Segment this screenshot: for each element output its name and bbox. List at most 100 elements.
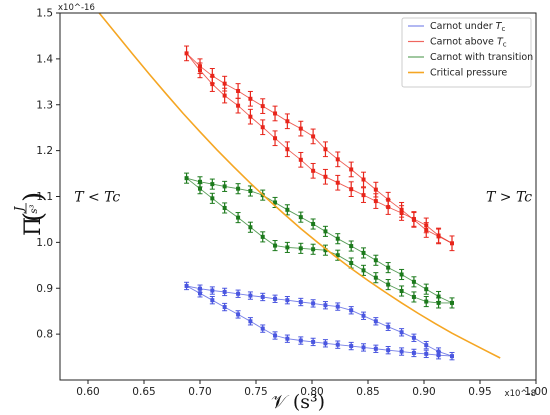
x-axis-label: 𝒱 (s³) [271,391,325,413]
data-point [373,319,378,324]
data-point [335,180,340,185]
data-point [222,81,227,86]
data-point [210,73,215,78]
data-point [311,168,316,173]
data-point [222,93,227,98]
legend-label-subscript: c [503,41,507,49]
data-point [198,291,202,296]
data-point [411,279,416,284]
critical-pressure-curve [98,13,501,359]
x-tick-label: 0.75 [244,386,267,398]
data-point [349,187,354,192]
data-point [260,294,265,299]
data-point [411,216,416,221]
y-axis-multiplier: x10^-16 [58,3,95,13]
legend-item: Carnot with transition [408,52,533,63]
y-tick-label: 1.4 [36,53,53,65]
legend-label-text: Carnot under [430,21,496,32]
data-point [260,104,265,109]
data-point [311,339,316,344]
data-point [349,344,354,349]
data-point [323,174,328,179]
series-2-line-upper [186,177,453,304]
x-tick-label: 0.95 [468,386,491,398]
y-tick-label: 1.1 [36,191,53,203]
data-point [248,114,253,119]
legend-label-subscript: c [501,25,505,33]
data-point [436,300,441,305]
data-point [298,126,303,131]
y-axis-label: Π ( J s³ ) [12,192,49,236]
axes-ticks: 0.60 0.65 0.70 0.75 0.80 0.85 0.90 0.95 1.00 0.8 0… [36,8,547,399]
legend-label: Carnot above Tc [430,37,507,49]
data-point [411,335,416,340]
data-point [210,182,215,187]
data-point [373,346,378,351]
data-point [184,176,189,181]
y-tick-label: 1.2 [36,145,53,157]
x-tick-label: 0.65 [132,386,155,398]
data-point [311,301,316,306]
data-point [386,324,391,329]
data-point [361,313,366,318]
data-point [361,345,366,350]
data-point [411,350,416,355]
data-point [361,268,366,273]
data-point [273,243,278,248]
data-point [273,333,278,338]
data-point [361,193,366,198]
data-point [298,215,303,220]
data-point [236,215,241,220]
data-point [236,186,241,191]
legend-label: Carnot with transition [430,52,533,63]
x-tick-label: 0.70 [188,386,211,398]
data-point [335,342,340,347]
series-2 [184,172,455,309]
data-point [248,319,253,324]
data-point [222,184,227,189]
data-point [285,336,290,341]
data-point [323,303,328,308]
data-point [436,233,441,238]
data-point [285,119,290,124]
data-point [260,234,265,239]
data-point [450,354,454,359]
y-tick-label: 1.3 [36,99,53,111]
y-axis-label-paren-left: ( [19,212,49,222]
data-point [399,330,404,335]
x-tick-label: 1.00 [524,386,547,398]
data-point [210,196,215,201]
data-point [373,275,378,280]
data-point [285,298,290,303]
series-1 [184,45,455,252]
data-point [399,349,404,354]
x-tick-label: 0.90 [412,386,435,398]
data-point [210,298,215,303]
data-point [260,125,265,130]
y-tick-label: 0.9 [36,283,53,295]
data-point [323,341,328,346]
data-point [198,179,202,184]
legend-label-text: Critical pressure [430,68,507,79]
data-point [236,291,241,296]
legend-label: Carnot under Tc [430,21,505,33]
data-point [349,244,354,249]
data-point [236,103,241,108]
data-point [424,299,429,304]
data-point [373,199,378,204]
data-point [198,286,202,291]
data-point [248,293,253,298]
legend-box [401,17,532,88]
x-tick-label: 0.60 [76,386,99,398]
data-point [298,338,303,343]
data-point [361,177,366,182]
data-point [285,245,290,250]
data-point [222,305,227,310]
y-axis-label-denominator: s³ [29,204,40,213]
annotation-below-critical: T < Tc [74,190,120,206]
data-point [386,265,391,270]
legend-label-symbol: T [497,37,504,48]
data-point [285,147,290,152]
